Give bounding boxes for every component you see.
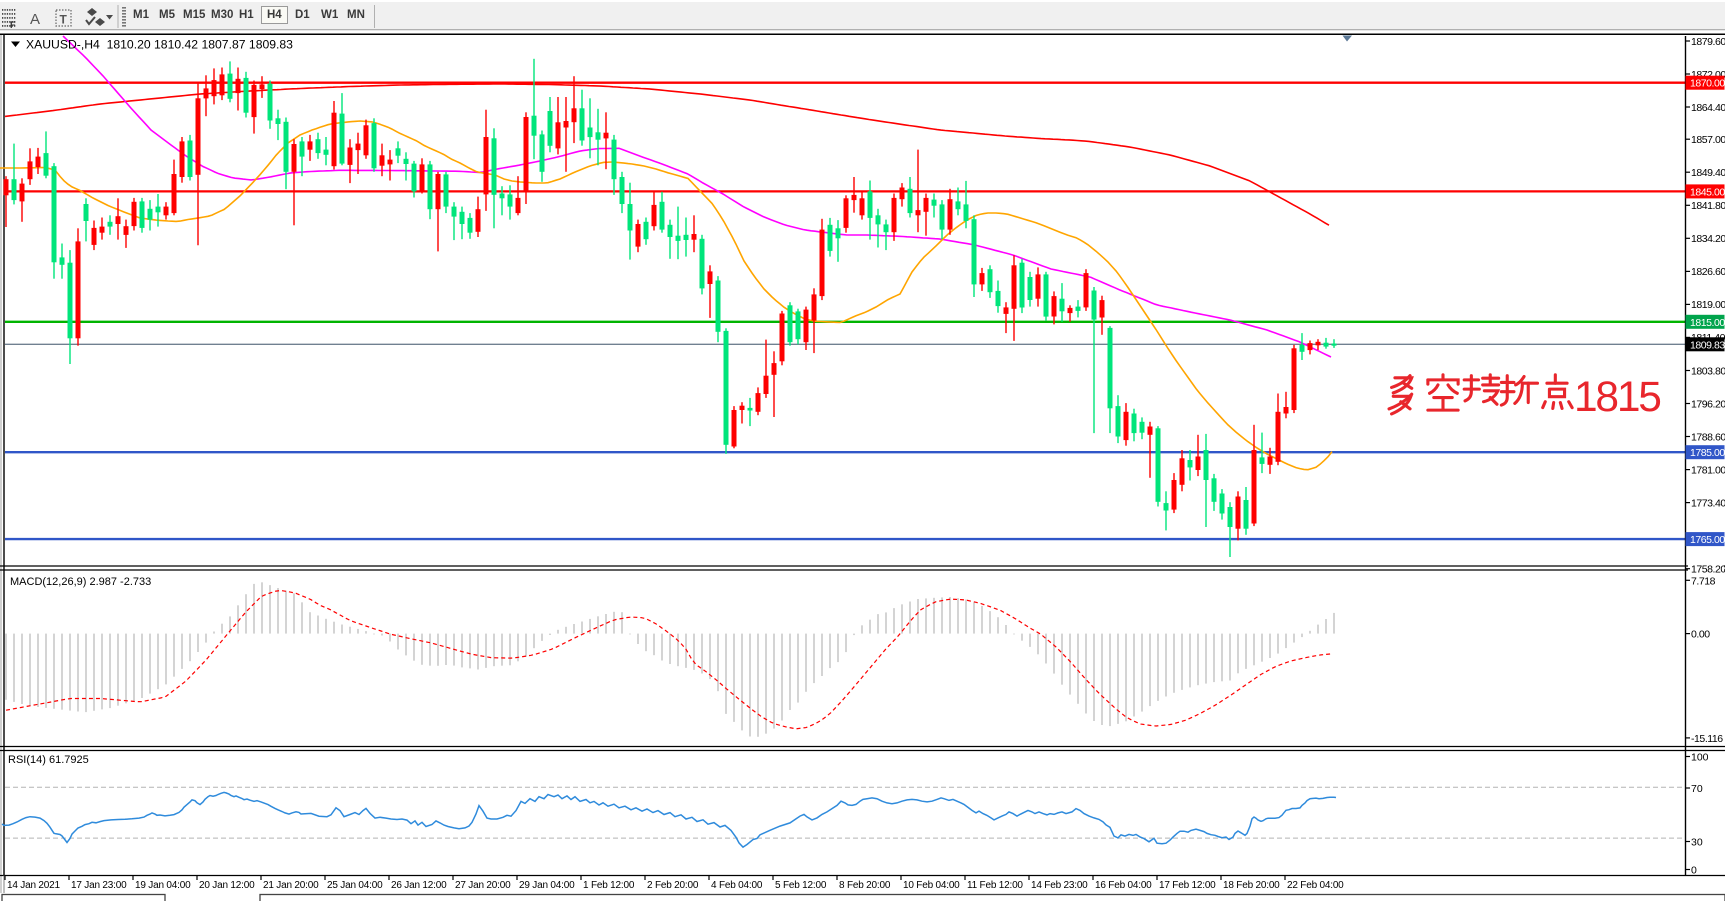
svg-text:1864.40: 1864.40 <box>1691 102 1725 114</box>
svg-text:17 Feb 12:00: 17 Feb 12:00 <box>1159 880 1216 891</box>
svg-text:1765.00: 1765.00 <box>1690 534 1725 546</box>
svg-text:1841.80: 1841.80 <box>1691 200 1725 212</box>
svg-text:1773.40: 1773.40 <box>1691 497 1725 509</box>
svg-text:F: F <box>10 20 16 30</box>
svg-text:XAUUSD-,H4 1810.20 1810.42 18: XAUUSD-,H4 1810.20 1810.42 1807.87 1809.… <box>26 38 293 52</box>
svg-text:1870.00: 1870.00 <box>1690 78 1725 90</box>
svg-text:1 Feb 12:00: 1 Feb 12:00 <box>583 880 635 891</box>
svg-text:1803.80: 1803.80 <box>1691 365 1725 377</box>
svg-text:10 Feb 04:00: 10 Feb 04:00 <box>903 880 960 891</box>
svg-text:17 Jan 23:00: 17 Jan 23:00 <box>71 880 127 891</box>
svg-text:RSI(14) 61.7925: RSI(14) 61.7925 <box>8 754 89 766</box>
svg-text:0.00: 0.00 <box>1691 629 1710 641</box>
svg-text:8 Feb 20:00: 8 Feb 20:00 <box>839 880 891 891</box>
svg-text:1826.60: 1826.60 <box>1691 266 1725 278</box>
svg-text:30: 30 <box>1691 837 1703 849</box>
svg-text:1834.20: 1834.20 <box>1691 233 1725 245</box>
svg-text:-15.116: -15.116 <box>1691 733 1723 745</box>
svg-text:1845.00: 1845.00 <box>1690 186 1725 198</box>
svg-text:1879.60: 1879.60 <box>1691 36 1725 48</box>
svg-text:19 Jan 04:00: 19 Jan 04:00 <box>135 880 191 891</box>
svg-text:1758.20: 1758.20 <box>1691 564 1725 576</box>
svg-text:29 Jan 04:00: 29 Jan 04:00 <box>519 880 575 891</box>
svg-text:26 Jan 12:00: 26 Jan 12:00 <box>391 880 447 891</box>
svg-text:14 Feb 23:00: 14 Feb 23:00 <box>1031 880 1088 891</box>
svg-text:1781.00: 1781.00 <box>1691 464 1725 476</box>
svg-text:25 Jan 04:00: 25 Jan 04:00 <box>327 880 383 891</box>
svg-text:16 Feb 04:00: 16 Feb 04:00 <box>1095 880 1152 891</box>
svg-text:1788.60: 1788.60 <box>1691 431 1725 443</box>
svg-text:1857.00: 1857.00 <box>1691 134 1725 146</box>
svg-text:100: 100 <box>1691 752 1709 764</box>
svg-text:1815: 1815 <box>1574 374 1660 421</box>
svg-text:70: 70 <box>1691 783 1703 795</box>
svg-text:1819.00: 1819.00 <box>1691 299 1725 311</box>
svg-text:4 Feb 04:00: 4 Feb 04:00 <box>711 880 763 891</box>
svg-text:2 Feb 20:00: 2 Feb 20:00 <box>647 880 699 891</box>
svg-text:18 Feb 20:00: 18 Feb 20:00 <box>1223 880 1280 891</box>
svg-text:22 Feb 04:00: 22 Feb 04:00 <box>1287 880 1344 891</box>
svg-text:20 Jan 12:00: 20 Jan 12:00 <box>199 880 255 891</box>
svg-text:1815.00: 1815.00 <box>1690 317 1725 329</box>
svg-text:1785.00: 1785.00 <box>1690 447 1725 459</box>
svg-text:27 Jan 20:00: 27 Jan 20:00 <box>455 880 511 891</box>
svg-text:T: T <box>60 13 68 27</box>
svg-text:MACD(12,26,9) 2.987 -2.733: MACD(12,26,9) 2.987 -2.733 <box>10 576 151 588</box>
svg-text:0: 0 <box>1691 865 1697 877</box>
svg-text:7.718: 7.718 <box>1691 575 1716 587</box>
svg-text:A: A <box>30 11 40 28</box>
svg-text:5 Feb 12:00: 5 Feb 12:00 <box>775 880 827 891</box>
svg-text:1849.40: 1849.40 <box>1691 167 1725 179</box>
svg-text:1796.20: 1796.20 <box>1691 398 1725 410</box>
svg-text:14 Jan 2021: 14 Jan 2021 <box>7 880 60 891</box>
svg-text:1809.83: 1809.83 <box>1690 339 1725 351</box>
svg-text:21 Jan 20:00: 21 Jan 20:00 <box>263 880 319 891</box>
svg-text:11 Feb 12:00: 11 Feb 12:00 <box>967 880 1023 891</box>
